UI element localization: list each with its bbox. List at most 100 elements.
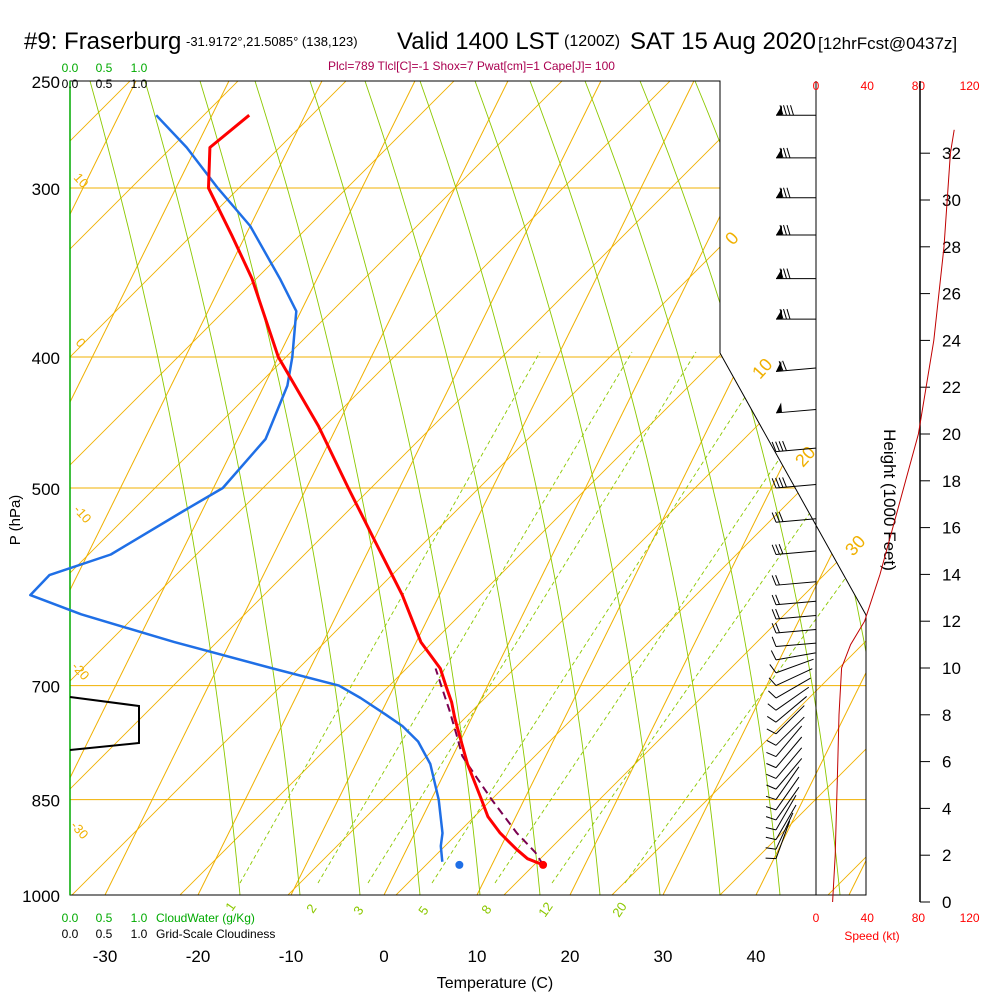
wind-barb-pennant (776, 402, 782, 413)
wind-barb-feather (768, 690, 777, 699)
wind-barb-feather (778, 360, 784, 372)
isotherm-line (290, 81, 760, 895)
mixing-ratio-label: 3 (350, 903, 366, 918)
cloudwater-tick-bottom: 0.5 (96, 911, 113, 925)
height-tick-label: 30 (942, 191, 961, 210)
wind-barb-feather (782, 360, 787, 371)
zulu-time: (1200Z) (564, 33, 620, 50)
wind-barb-feather (783, 147, 787, 159)
temperature-tick-label: -30 (93, 947, 118, 966)
x-axis-label: Temperature (C) (437, 975, 553, 992)
wind-barb-staff (775, 747, 803, 779)
wind-barb-staff (775, 696, 807, 723)
pressure-tick-label: 400 (32, 349, 60, 368)
wind-barb-feather (779, 224, 784, 236)
height-tick-label: 8 (942, 706, 951, 725)
adiabat-line (70, 81, 649, 895)
forecast-date: SAT 15 Aug 2020 (630, 28, 816, 55)
speed-tick-bottom: 120 (960, 911, 980, 925)
cloudwater-label: CloudWater (g/Kg) (156, 911, 255, 925)
wind-barb-staff (775, 652, 816, 661)
wind-barb-feather (771, 512, 777, 523)
wind-barb-feather (783, 105, 787, 116)
wind-barb-feather (765, 795, 777, 801)
adiabat-line (287, 81, 866, 895)
moist-adiabat-line (419, 81, 601, 895)
adiabat-line (71, 81, 866, 895)
height-tick-label: 32 (942, 144, 961, 163)
surface-temperature-dot (539, 860, 548, 869)
wind-barb-feather (779, 308, 784, 320)
temperature-tick-label: 20 (561, 947, 580, 966)
moist-adiabat-line (89, 81, 241, 895)
isotherm-line (662, 81, 866, 895)
left-axis-label: 0 (73, 335, 89, 350)
wind-barb-staff (775, 804, 797, 840)
wind-barb-feather (766, 752, 777, 758)
isotherm-label: 0 (721, 228, 743, 249)
wind-barb-feather (778, 511, 784, 522)
isotherm-line (755, 81, 866, 895)
wind-barb-feather (766, 763, 777, 769)
speed-tick-top: 80 (912, 79, 926, 93)
station-coords: -31.9172°,21.5085° (138,123) (186, 34, 358, 49)
pressure-tick-label: 250 (32, 73, 60, 92)
height-tick-label: 12 (942, 612, 961, 631)
pressure-tick-label: 850 (32, 792, 60, 811)
wind-barb-feather (771, 478, 777, 489)
wind-barb-feather (771, 441, 777, 452)
wind-barb-feather (786, 308, 791, 320)
wind-barb-feather (765, 836, 777, 841)
moist-adiabat-line (199, 81, 361, 895)
mixing-ratio-label: 5 (415, 903, 431, 918)
profiles-layer (29, 114, 548, 869)
station-title: #9: Fraserburg (24, 28, 181, 55)
wind-barb-feather (786, 268, 791, 279)
cloudiness-tick-bottom: 0.0 (62, 927, 79, 941)
adiabat-line (719, 81, 866, 895)
wind-barbs (765, 105, 816, 860)
pressure-tick-label: 500 (32, 480, 60, 499)
cloudwater-tick-bottom: 1.0 (131, 911, 148, 925)
height-tick-label: 4 (942, 799, 951, 818)
wind-barb-feather (775, 512, 780, 523)
wind-barb-staff (775, 716, 805, 746)
moist-adiabat-line (584, 81, 781, 895)
mixing-ratio-line (431, 351, 775, 884)
height-tick-label: 2 (942, 846, 951, 865)
wind-barb-staff (775, 794, 797, 831)
wind-barb-feather (771, 623, 777, 634)
cloudiness-tick-top: 0.0 (62, 77, 79, 91)
wind-barb-feather (779, 147, 784, 159)
mixing-ratio-line (367, 351, 697, 884)
wind-barb-feather (775, 477, 780, 488)
wind-barb-staff (775, 677, 811, 699)
left-axis-label: -10 (71, 502, 95, 526)
height-tick-label: 18 (942, 472, 961, 491)
wind-barb-feather (766, 773, 777, 779)
wind-barb-feather (771, 609, 777, 620)
wind-barb-feather (783, 268, 787, 279)
speed-profile-line (832, 129, 955, 903)
grid-clip-group (70, 81, 866, 895)
moist-adiabat-line (254, 81, 421, 895)
wind-barb-feather (779, 268, 784, 279)
cloudiness-label: Grid-Scale Cloudiness (156, 927, 275, 941)
wind-barb-feather (786, 105, 791, 116)
height-tick-label: 16 (942, 519, 961, 538)
mixing-ratio-label: 8 (478, 902, 494, 917)
isotherm-line (70, 81, 202, 895)
isotherm-label: 10 (748, 354, 776, 382)
wind-barb-feather (786, 224, 791, 236)
mixing-ratio-label: 12 (535, 899, 556, 919)
wind-barb-staff (775, 705, 805, 735)
adiabat-line (70, 81, 757, 895)
adiabat-line (70, 81, 325, 895)
temperature-tick-label: -20 (186, 947, 211, 966)
wind-barb-staff (775, 642, 816, 648)
isotherm-line (70, 81, 481, 895)
wind-barb-feather (779, 187, 784, 198)
height-tick-label: 22 (942, 378, 961, 397)
